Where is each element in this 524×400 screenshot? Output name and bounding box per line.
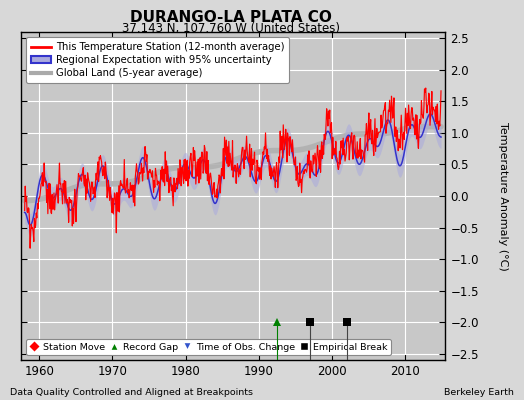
Text: Data Quality Controlled and Aligned at Breakpoints: Data Quality Controlled and Aligned at B… — [10, 388, 254, 397]
Y-axis label: Temperature Anomaly (°C): Temperature Anomaly (°C) — [498, 122, 508, 270]
Legend: Station Move, Record Gap, Time of Obs. Change, Empirical Break: Station Move, Record Gap, Time of Obs. C… — [26, 339, 391, 355]
Text: DURANGO-LA PLATA CO: DURANGO-LA PLATA CO — [129, 10, 332, 25]
Text: Berkeley Earth: Berkeley Earth — [444, 388, 514, 397]
Text: 37.143 N, 107.760 W (United States): 37.143 N, 107.760 W (United States) — [122, 22, 340, 35]
